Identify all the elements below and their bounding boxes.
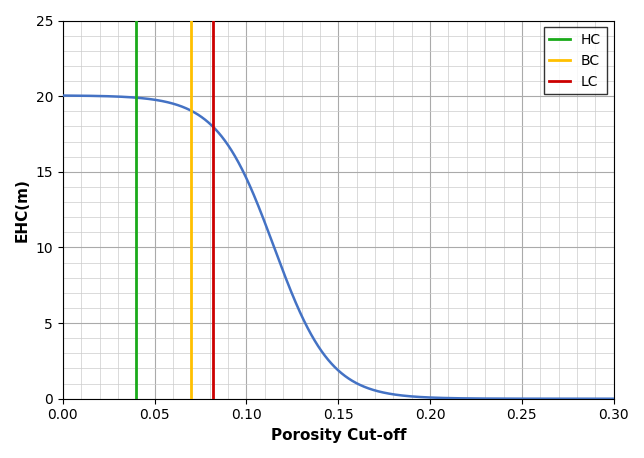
X-axis label: Porosity Cut-off: Porosity Cut-off	[270, 428, 406, 443]
Legend: HC, BC, LC: HC, BC, LC	[544, 27, 607, 94]
Y-axis label: EHC(m): EHC(m)	[15, 178, 30, 241]
